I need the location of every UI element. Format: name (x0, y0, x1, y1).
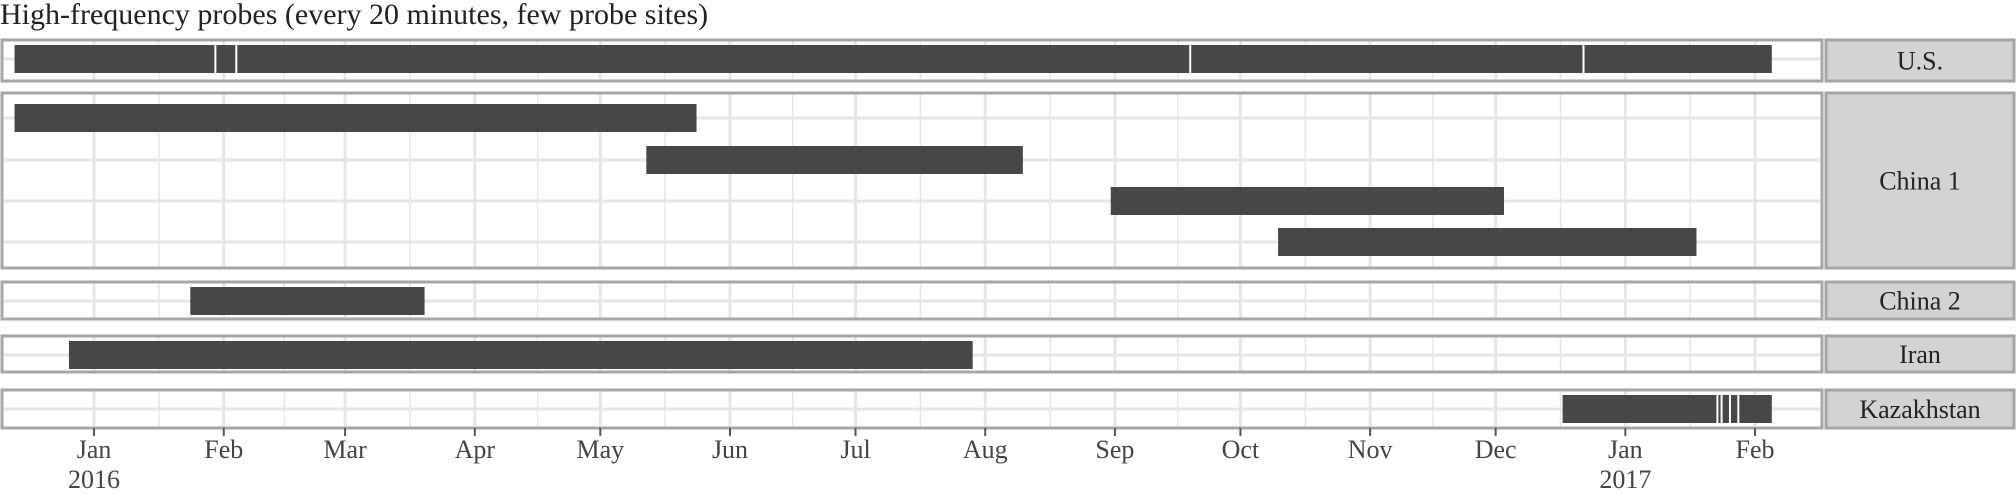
probe-bar (646, 146, 1023, 174)
x-tick-label: Feb (1736, 435, 1775, 464)
facet-panel-iran: Iran (2, 336, 2014, 372)
x-tick-label: Mar (323, 435, 367, 464)
x-tick-label: Oct (1222, 435, 1260, 464)
facet-panel-kazakhstan: Kazakhstan (2, 390, 2014, 428)
x-tick-label: Dec (1475, 435, 1517, 464)
facet-strip-label: Iran (1899, 340, 1941, 369)
probe-bar (69, 341, 973, 369)
probe-bar (190, 287, 424, 315)
facet-strip-label: Kazakhstan (1859, 395, 1980, 424)
facet-strip-label: China 1 (1879, 167, 1961, 196)
facet-panel-china-1: China 1 (2, 93, 2014, 268)
probe-bar (1278, 228, 1696, 256)
facet-panel-china-2: China 2 (2, 282, 2014, 319)
panels-layer: U.S. China 1 China 2 Iran Kazakhstan (2, 40, 2014, 428)
facet-panel-u-s: U.S. (2, 40, 2014, 81)
probe-bar (1111, 187, 1504, 215)
x-tick-label: Jul (840, 435, 870, 464)
x-tick-label: Sep (1095, 435, 1134, 464)
probe-bar (1563, 395, 1772, 423)
probe-bar (15, 45, 1772, 73)
x-tick-label: Jun (712, 435, 748, 464)
x-tick-label: May (576, 435, 624, 464)
x-tick-label: Jan (77, 435, 112, 464)
x-tick-label: Nov (1348, 435, 1393, 464)
chart-title: High-frequency probes (every 20 minutes,… (0, 0, 708, 31)
x-tick-label: Feb (204, 435, 243, 464)
x-tick-year-label: 2016 (68, 465, 120, 494)
probe-bar (15, 104, 697, 132)
facet-strip-label: China 2 (1879, 287, 1961, 316)
facet-strip-label: U.S. (1897, 47, 1943, 76)
x-tick-year-label: 2017 (1599, 465, 1651, 494)
x-tick-label: Jan (1608, 435, 1643, 464)
x-tick-label: Apr (455, 435, 496, 464)
x-tick-label: Aug (963, 435, 1008, 464)
